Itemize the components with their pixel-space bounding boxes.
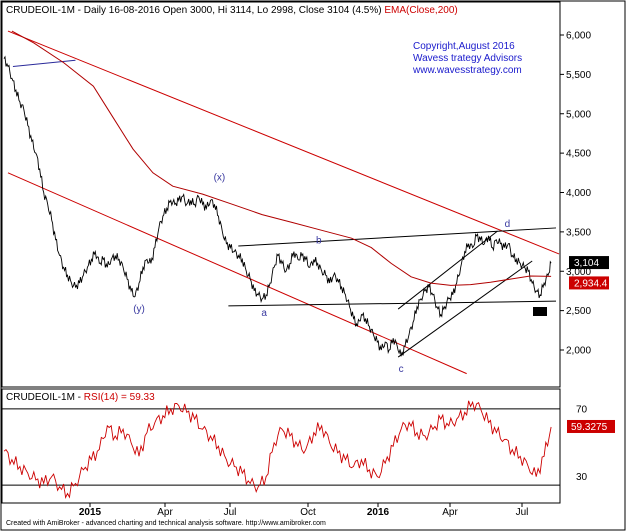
copyright-line-1: Copyright,August 2016 — [413, 41, 515, 52]
wave-label-2: a — [261, 308, 267, 319]
trendline-6 — [12, 59, 76, 67]
price-chart-title: CRUDEOIL-1M - Daily 16-08-2016 Open 3000… — [6, 5, 458, 16]
price-value-box — [569, 256, 609, 270]
trendline-3 — [228, 300, 557, 307]
ema-series-line — [11, 30, 552, 286]
rsi-panel-frame — [1, 388, 561, 504]
footer-credit: Created with AmiBroker - advanced charti… — [6, 520, 326, 527]
marker-block — [533, 307, 547, 316]
xtick-label-3: Oct — [300, 507, 316, 518]
rsi-series-line — [3, 400, 552, 500]
trendline-0 — [7, 30, 560, 255]
price-ytick-label-7: 5,500 — [566, 70, 591, 81]
price-ytick-label-2: 3,000 — [566, 267, 591, 278]
rsi-plot — [2, 400, 560, 500]
rsi-ytick-label-0: 70 — [576, 404, 588, 415]
trendline-5 — [397, 230, 498, 310]
price-series-line — [3, 55, 552, 357]
wave-label-3: b — [316, 236, 322, 247]
rsi-value-label: 59.3275 — [571, 422, 608, 433]
trendline-2 — [238, 227, 557, 247]
price-title-prefix: CRUDEOIL-1M - Daily 16-08-2016 Open 3000… — [6, 5, 382, 16]
wave-label-1: (y) — [133, 304, 145, 315]
xtick-label-6: Jul — [516, 507, 529, 518]
trendline-1 — [7, 172, 467, 375]
copyright-line-3: www.wavesstrategy.com — [412, 65, 522, 76]
price-ytick-label-3: 3,500 — [566, 227, 591, 238]
price-plot: (x) (y) a b c d — [3, 30, 560, 375]
xtick-label-0: 2015 — [79, 507, 102, 518]
price-title-ema: EMA(Close,200) — [384, 5, 457, 16]
xtick-label-2: Jul — [224, 507, 237, 518]
trendline-4 — [397, 260, 533, 358]
rsi-chart-title: CRUDEOIL-1M - RSI(14) = 59.33 — [6, 392, 155, 403]
wave-label-4: c — [399, 364, 404, 375]
xtick-label-5: Apr — [442, 507, 458, 518]
ema-value-label: 2,934.4 — [574, 278, 608, 289]
rsi-value-box — [567, 419, 615, 433]
xtick-label-4: 2016 — [367, 507, 390, 518]
price-ytick-label-0: 2,000 — [566, 346, 591, 357]
price-ytick-label-4: 4,000 — [566, 188, 591, 199]
axes: 2,000 2,500 3,000 3,500 4,000 4,500 5,000 5,500… — [79, 31, 615, 518]
rsi-title-prefix: CRUDEOIL-1M - — [6, 392, 84, 403]
price-ytick-label-6: 5,000 — [566, 109, 591, 120]
price-value-label: 3,104 — [574, 258, 599, 269]
ema-value-box — [569, 276, 609, 290]
rsi-ytick-label-1: 30 — [576, 472, 588, 483]
wave-label-0: (x) — [214, 173, 226, 184]
price-ytick-label-1: 2,500 — [566, 306, 591, 317]
price-ytick-label-5: 4,500 — [566, 149, 591, 160]
price-ytick-label-8: 6,000 — [566, 31, 591, 42]
xtick-label-1: Apr — [157, 507, 173, 518]
wave-label-5: d — [505, 219, 511, 230]
copyright-line-2: Wavess trategy Advisors — [413, 53, 522, 64]
rsi-title-value: RSI(14) = 59.33 — [84, 392, 155, 403]
